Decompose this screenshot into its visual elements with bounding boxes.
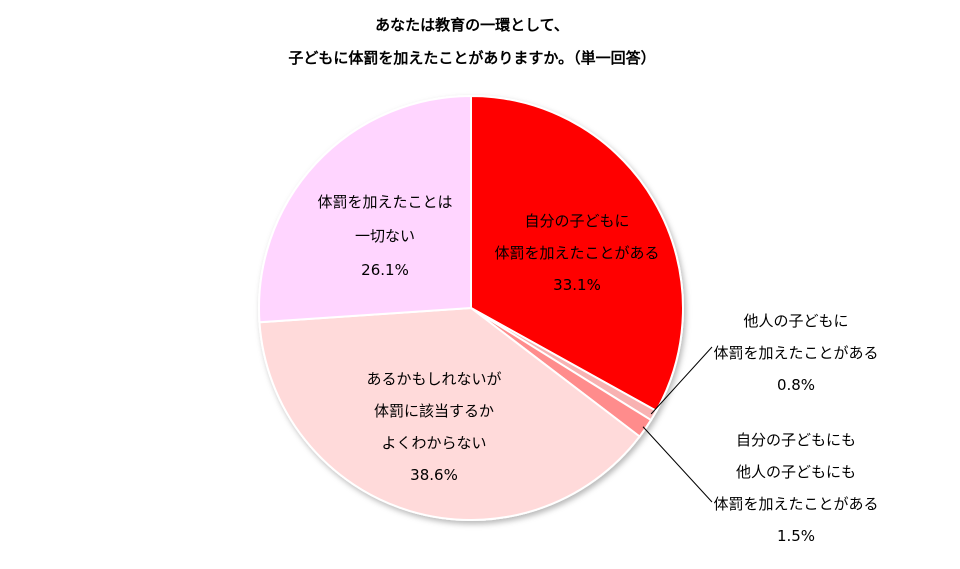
pie-slices (258, 94, 684, 521)
slice-label-line: 体罰を加えたことは (317, 193, 452, 211)
chart-title-line-1: あなたは教育の一環として、 (375, 16, 569, 34)
slice-label-line: 一切ない (355, 227, 415, 245)
slice-value-label: 33.1% (553, 276, 601, 294)
pie-slice-4 (258, 306, 642, 521)
slice-value-label: 26.1% (361, 261, 409, 279)
slice-label-1: 自分の子どもに体罰を加えたことがある 33.1% (494, 212, 659, 294)
leader-line-2 (650, 346, 713, 415)
slice-label-line: 自分の子どもに (524, 212, 629, 230)
slice-label-line: 体罰を加えたことがある (713, 495, 878, 513)
leader-lines (642, 346, 713, 503)
slice-label-5: 体罰を加えたことは一切ない 26.1% (317, 193, 452, 279)
slice-value-label: 38.6% (410, 466, 458, 484)
slice-label-4: あるかもしれないが体罰に該当するかよくわからない 38.6% (366, 370, 501, 484)
slice-label-line: あるかもしれないが (366, 370, 501, 388)
chart-title-line-2: 子どもに体罰を加えたことがありますか。（単一回答） (288, 49, 655, 67)
slice-label-line: 他人の子どもに (743, 312, 848, 330)
leader-line-3 (642, 426, 713, 503)
pie-slice-1 (470, 94, 684, 413)
slice-label-line: 体罰に該当するか (374, 402, 494, 420)
slice-label-line: 他人の子どもにも (736, 463, 856, 481)
slice-labels: 自分の子どもに体罰を加えたことがある 33.1%他人の子どもに体罰を加えたことがあ… (317, 193, 878, 545)
slice-label-2: 他人の子どもに体罰を加えたことがある 0.8% (713, 312, 878, 394)
pie-slice-5 (258, 94, 472, 324)
slice-value-label: 0.8% (777, 376, 815, 394)
slice-value-label: 1.5% (777, 527, 815, 545)
slice-label-line: 自分の子どもにも (736, 431, 856, 449)
slice-label-line: 体罰を加えたことがある (494, 244, 659, 262)
slice-label-3: 自分の子どもにも他人の子どもにも体罰を加えたことがある 1.5% (713, 431, 878, 545)
slice-label-line: よくわからない (381, 434, 486, 452)
slice-label-line: 体罰を加えたことがある (713, 344, 878, 362)
